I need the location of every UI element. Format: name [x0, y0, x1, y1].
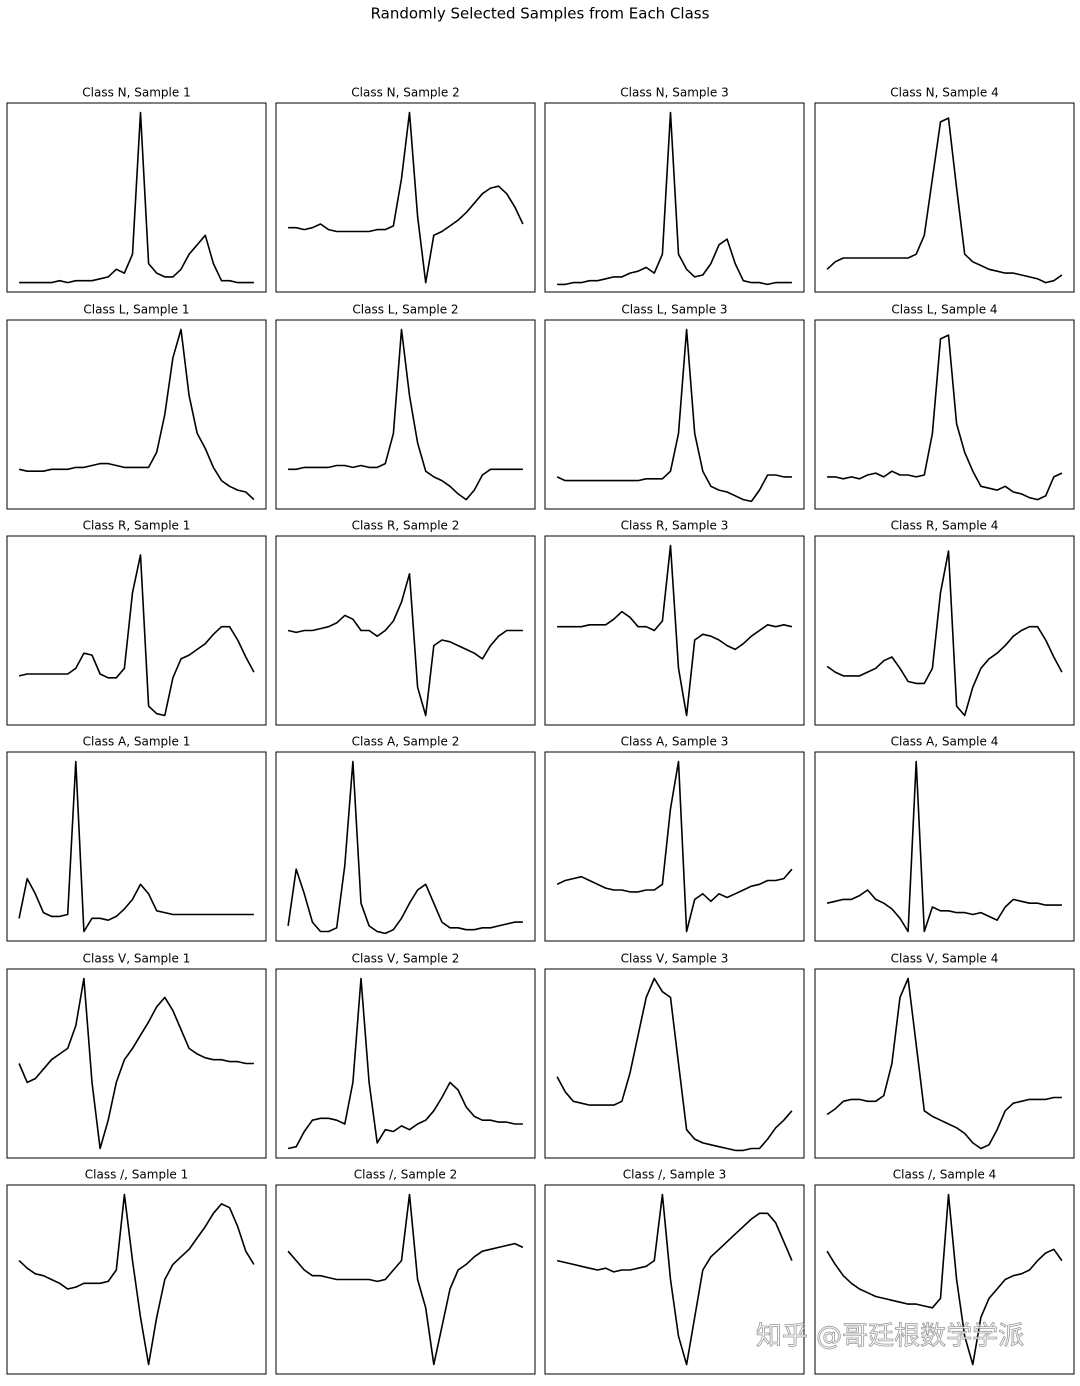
axes-frame: [6, 968, 267, 1159]
axes-frame: [6, 535, 267, 726]
subplot-title: Class A, Sample 2: [352, 735, 460, 749]
ecg-line: [556, 1193, 793, 1366]
ecg-line: [18, 1193, 255, 1366]
axes-frame: [275, 535, 536, 726]
subplot-title: Class V, Sample 2: [352, 952, 460, 966]
ecg-line: [287, 760, 523, 935]
ecg-line: [287, 977, 523, 1150]
figure-title: Randomly Selected Samples from Each Clas…: [371, 5, 710, 23]
axes-frame: [544, 1184, 805, 1375]
axes-frame: [544, 102, 805, 293]
axes-frame: [814, 751, 1075, 942]
axes-frame: [6, 1184, 267, 1375]
subplot-title: Class L, Sample 2: [352, 303, 458, 317]
axes-frame: [544, 751, 805, 942]
ecg-line: [18, 977, 254, 1150]
ecg-line: [18, 554, 255, 717]
ecg-line: [826, 760, 1062, 933]
subplot-title: Class R, Sample 1: [83, 519, 191, 533]
axes-frame: [6, 102, 267, 293]
ecg-line: [827, 334, 1063, 501]
axes-frame: [6, 751, 267, 942]
axes-frame: [814, 319, 1075, 510]
ecg-line: [18, 328, 255, 501]
axes-frame: [275, 1184, 536, 1375]
ecg-line: [18, 760, 254, 933]
axes-frame: [275, 319, 536, 510]
subplot-title: Class A, Sample 3: [621, 735, 729, 749]
ecg-line: [556, 760, 793, 933]
ecg-line: [556, 328, 792, 503]
subplot-title: Class N, Sample 3: [620, 86, 728, 100]
subplot-title: Class N, Sample 1: [82, 86, 190, 100]
axes-frame: [814, 968, 1075, 1159]
axes-frame: [275, 968, 536, 1159]
ecg-line: [556, 977, 793, 1152]
subplot-title: Class R, Sample 2: [352, 519, 460, 533]
subplot-title: Class /, Sample 1: [85, 1168, 189, 1182]
axes-frame: [814, 102, 1075, 293]
ecg-line: [288, 328, 523, 501]
ecg-line: [826, 550, 1063, 717]
subplot-title: Class L, Sample 1: [83, 303, 189, 317]
subplot-title: Class R, Sample 4: [891, 519, 999, 533]
subplot-title: Class V, Sample 3: [621, 952, 729, 966]
ecg-line: [288, 111, 524, 284]
ecg-line: [826, 1193, 1063, 1366]
subplot-title: Class N, Sample 2: [351, 86, 459, 100]
axes-frame: [544, 319, 805, 510]
subplot-title: Class A, Sample 1: [83, 735, 191, 749]
ecg-line: [287, 1193, 524, 1366]
subplot-title: Class /, Sample 3: [623, 1168, 727, 1182]
axes-frame: [6, 319, 267, 510]
axes-frame: [275, 751, 536, 942]
axes-frame: [544, 968, 805, 1159]
subplot-title: Class V, Sample 1: [83, 952, 191, 966]
subplot-title: Class A, Sample 4: [891, 735, 999, 749]
subplot-title: Class /, Sample 2: [354, 1168, 458, 1182]
subplot-title: Class R, Sample 3: [621, 519, 729, 533]
ecg-line: [557, 111, 792, 286]
ecg-line: [826, 117, 1063, 284]
subplot-title: Class V, Sample 4: [891, 952, 999, 966]
subplot-title: Class L, Sample 4: [891, 303, 997, 317]
axes-frame: [275, 102, 536, 293]
subplot-title: Class L, Sample 3: [621, 303, 727, 317]
watermark: 知乎 @哥廷根数学学派: [756, 1322, 1024, 1352]
ecg-line: [287, 573, 523, 717]
ecg-line: [826, 977, 1062, 1150]
ecg-line: [19, 111, 254, 284]
ecg-line: [557, 544, 793, 717]
axes-frame: [814, 1184, 1075, 1375]
axes-frame: [544, 535, 805, 726]
subplot-title: Class N, Sample 4: [890, 86, 998, 100]
axes-frame: [814, 535, 1075, 726]
subplot-title: Class /, Sample 4: [893, 1168, 997, 1182]
